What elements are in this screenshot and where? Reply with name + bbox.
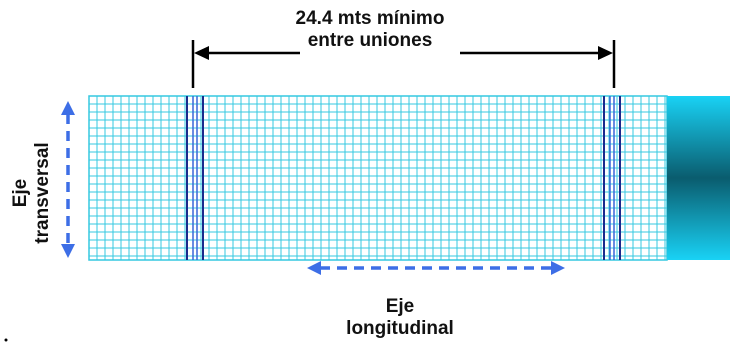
- roll-end-block: [667, 96, 730, 260]
- longitudinal-label-line2: longitudinal: [346, 318, 454, 339]
- longitudinal-axis-arrow: [307, 261, 565, 275]
- right-joint-lines: [603, 96, 621, 260]
- span-dimension-line: [191, 40, 616, 88]
- longitudinal-axis-label: Eje longitudinal: [330, 296, 470, 340]
- transverse-label-line2: transversal: [32, 142, 53, 244]
- span-label: 24.4 mts mínimo entre uniones: [250, 8, 490, 52]
- transverse-label-line1: Eje: [10, 178, 31, 208]
- grid-panel: [88, 95, 668, 261]
- transverse-axis-arrow: [61, 101, 75, 258]
- transverse-axis-label: Eje transversal: [10, 123, 54, 263]
- span-label-line2: entre uniones: [307, 30, 433, 51]
- longitudinal-label-line1: Eje: [385, 296, 415, 317]
- corner-dot: [4, 338, 8, 342]
- span-label-line1: 24.4 mts mínimo: [295, 8, 445, 29]
- left-joint-lines: [186, 96, 204, 260]
- grid-outline: [88, 95, 668, 261]
